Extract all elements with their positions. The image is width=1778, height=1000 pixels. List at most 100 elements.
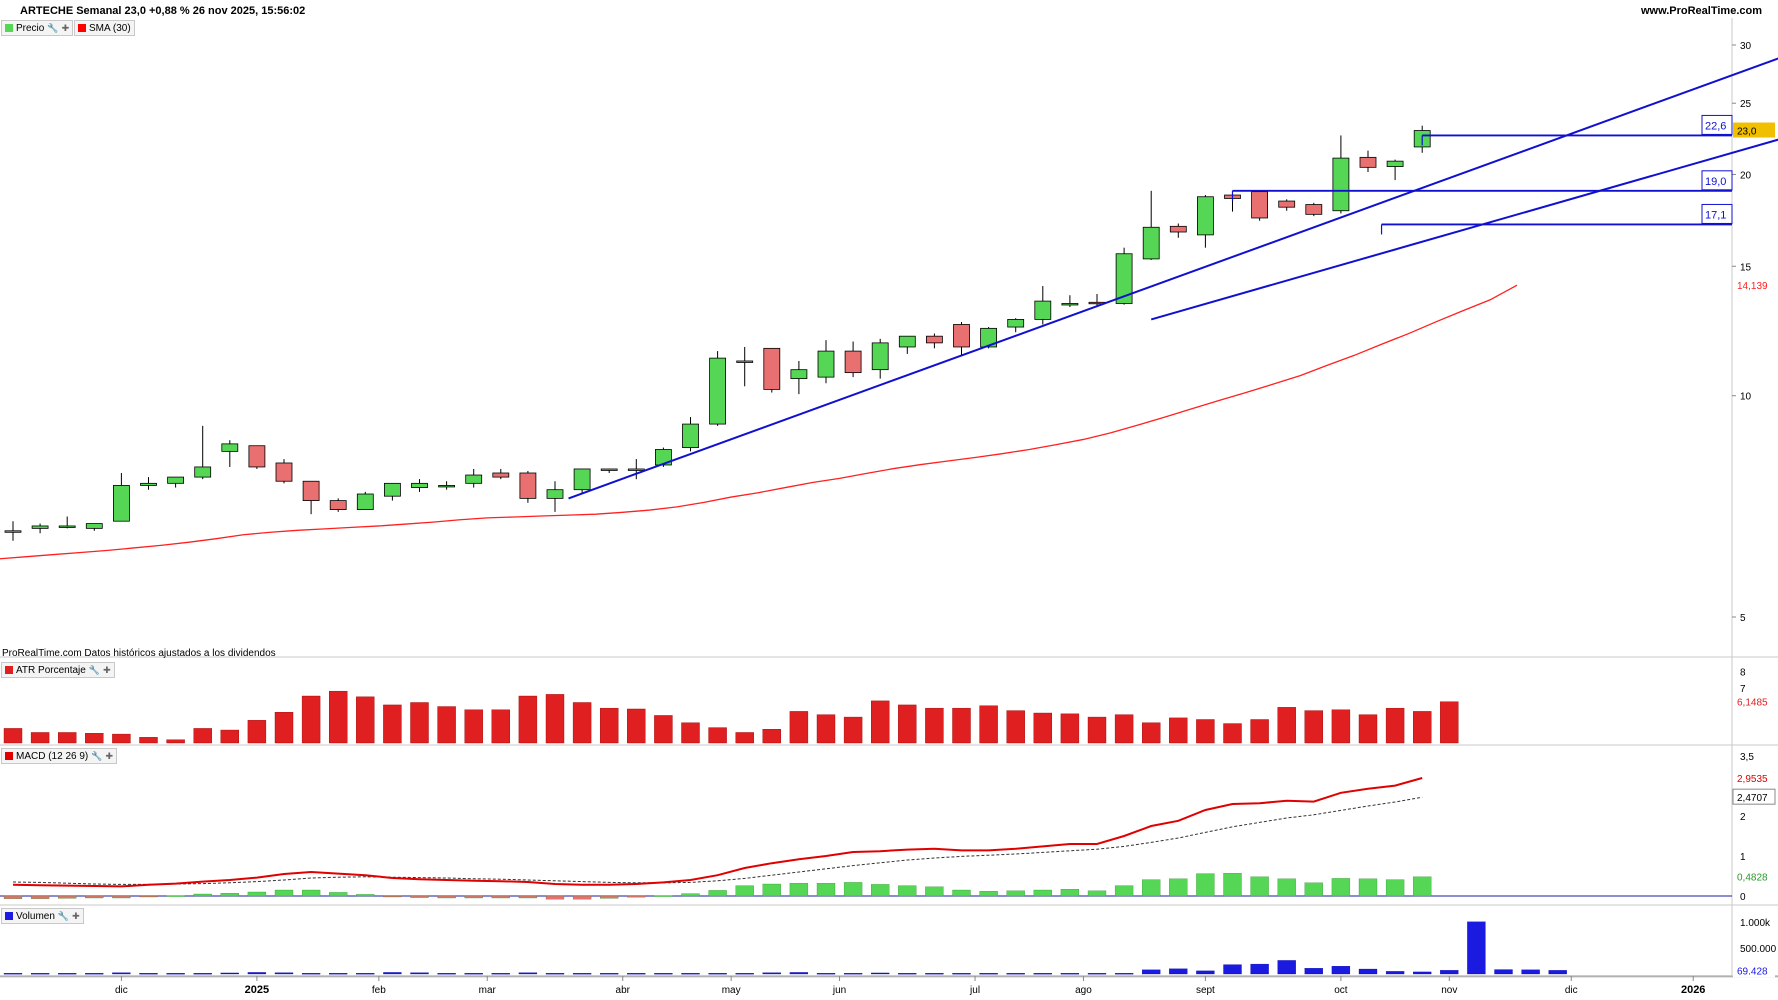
volume-bar xyxy=(491,973,510,975)
candle[interactable] xyxy=(682,423,699,449)
atr-bar xyxy=(871,700,890,744)
plus-icon[interactable]: ✚ xyxy=(61,22,70,33)
candle[interactable] xyxy=(519,472,537,499)
candle[interactable] xyxy=(167,476,185,484)
volume-bar xyxy=(464,973,483,975)
macd-histogram-bar xyxy=(545,895,565,900)
candle[interactable] xyxy=(1061,303,1079,306)
wrench-icon[interactable]: 🔧 xyxy=(88,664,101,675)
candle[interactable] xyxy=(871,342,889,371)
macd-histogram-bar xyxy=(383,895,402,898)
candle[interactable] xyxy=(1197,196,1214,236)
candle[interactable] xyxy=(411,482,428,488)
candle[interactable] xyxy=(600,468,618,471)
candle[interactable] xyxy=(627,468,645,471)
candle[interactable] xyxy=(709,357,726,425)
candle[interactable] xyxy=(221,443,239,452)
candle[interactable] xyxy=(1007,319,1025,328)
macd-tick-label: 0 xyxy=(1740,892,1746,903)
legend-atr[interactable]: ATR Porcentaje 🔧 ✚ xyxy=(1,662,115,678)
candle[interactable] xyxy=(465,474,483,484)
legend-volume[interactable]: Volumen 🔧 ✚ xyxy=(1,908,84,924)
candle[interactable] xyxy=(85,523,103,529)
candle[interactable] xyxy=(383,482,401,497)
candle[interactable] xyxy=(1359,156,1377,168)
candle[interactable] xyxy=(1386,160,1404,167)
atr-bar xyxy=(410,702,429,744)
volume-bar xyxy=(1033,973,1052,975)
candle[interactable] xyxy=(790,369,808,380)
atr-bar xyxy=(58,732,77,744)
price-tick-label: 15 xyxy=(1740,262,1752,273)
macd-histogram-bar xyxy=(193,893,212,897)
legend-macd[interactable]: MACD (12 26 9) 🔧 ✚ xyxy=(1,748,118,764)
volume-swatch-icon xyxy=(5,912,13,920)
volume-bar xyxy=(58,973,77,975)
candle[interactable] xyxy=(1278,200,1296,208)
volume-bar xyxy=(1358,968,1378,975)
macd-histogram-bar xyxy=(600,895,619,899)
candle[interactable] xyxy=(926,335,943,344)
macd-histogram-bar xyxy=(1358,878,1378,897)
candle[interactable] xyxy=(492,472,510,478)
candle[interactable] xyxy=(329,500,347,510)
atr-bar xyxy=(1304,710,1324,744)
macd-histogram-bar xyxy=(301,889,321,897)
volume-bar xyxy=(600,973,619,975)
last-price-badge: 23,0 xyxy=(1737,127,1757,138)
last-price-badge-bg xyxy=(1733,122,1775,138)
candle[interactable] xyxy=(4,530,22,533)
atr-bar xyxy=(545,694,565,744)
volume-bar xyxy=(30,973,50,975)
candle[interactable] xyxy=(31,525,49,529)
trendline[interactable] xyxy=(568,45,1778,500)
candle[interactable] xyxy=(1142,226,1160,260)
macd-histogram-bar xyxy=(1006,890,1025,897)
wrench-icon[interactable]: 🔧 xyxy=(47,22,59,33)
candle[interactable] xyxy=(817,350,835,378)
candle[interactable] xyxy=(763,347,781,390)
candle[interactable] xyxy=(1305,204,1323,215)
candle[interactable] xyxy=(573,468,591,491)
candle[interactable] xyxy=(438,485,456,488)
macd-histogram-bar xyxy=(1413,876,1432,897)
time-axis-label: dic xyxy=(115,985,128,996)
plus-icon[interactable]: ✚ xyxy=(72,910,80,921)
candle[interactable] xyxy=(1115,253,1133,304)
trendline[interactable] xyxy=(1150,137,1778,321)
candle[interactable] xyxy=(736,360,754,363)
wrench-icon[interactable]: 🔧 xyxy=(91,750,103,761)
legend-price[interactable]: Precio 🔧 ✚ xyxy=(1,20,74,36)
candle[interactable] xyxy=(844,350,862,374)
candle[interactable] xyxy=(248,445,266,468)
macd-histogram-bar xyxy=(30,895,50,899)
candle[interactable] xyxy=(113,485,130,522)
macd-histogram-bar xyxy=(979,891,998,897)
plus-icon[interactable]: ✚ xyxy=(105,750,114,761)
site-link[interactable]: www.ProRealTime.com xyxy=(1640,5,1762,17)
candle[interactable] xyxy=(275,462,293,482)
legend-sma[interactable]: SMA (30) xyxy=(74,20,135,36)
volume-bar xyxy=(1413,971,1432,975)
candle[interactable] xyxy=(1332,157,1350,212)
candle[interactable] xyxy=(898,335,916,348)
candle[interactable] xyxy=(953,324,970,348)
candle[interactable] xyxy=(302,480,320,501)
plus-icon[interactable]: ✚ xyxy=(103,664,111,675)
atr-bar xyxy=(816,714,836,744)
candle[interactable] xyxy=(655,449,672,466)
wrench-icon[interactable]: 🔧 xyxy=(57,910,70,921)
candle[interactable] xyxy=(1034,300,1052,320)
candle[interactable] xyxy=(980,327,997,348)
candle[interactable] xyxy=(140,482,157,486)
atr-bar xyxy=(356,696,375,744)
candle[interactable] xyxy=(356,493,374,510)
candle[interactable] xyxy=(194,466,212,478)
candle[interactable] xyxy=(1251,191,1268,219)
candle[interactable] xyxy=(1169,225,1187,233)
candle[interactable] xyxy=(58,525,76,528)
candle[interactable] xyxy=(546,489,564,499)
atr-bar xyxy=(1440,701,1459,744)
price-tick-label: 5 xyxy=(1740,613,1746,624)
